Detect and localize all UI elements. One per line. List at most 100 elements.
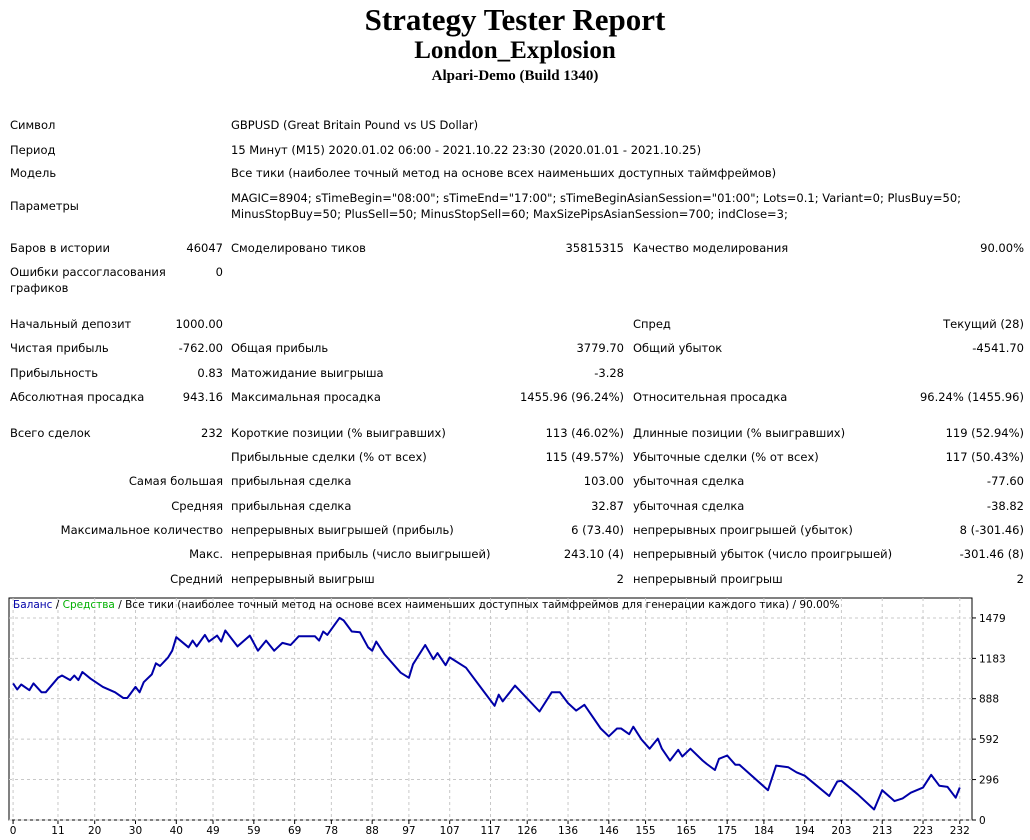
x-tick-label: 78 [325, 825, 338, 837]
row-label2: Смоделировано тиков [231, 241, 366, 255]
row-label: Модель [10, 166, 57, 180]
x-tick-label: 20 [88, 825, 101, 837]
row-label3: непрерывных проигрышей (убыток) [633, 523, 853, 537]
x-tick-label: 126 [517, 825, 537, 837]
row-value3: 119 (52.94%) [945, 426, 1024, 440]
row-label: Абсолютная просадка [10, 390, 145, 404]
row-label3: Убыточные сделки (% от всех) [633, 450, 819, 464]
row-label2: GBPUSD (Great Britain Pound vs US Dollar… [231, 118, 479, 132]
legend-model: / Все тики (наиболее точный метод на осн… [114, 599, 840, 611]
row-label3: Относительная просадка [633, 390, 788, 404]
x-tick-label: 175 [717, 825, 737, 837]
row-label: Начальный депозит [10, 317, 132, 331]
row-value2: 6 (73.40) [571, 523, 624, 537]
row-value2: 2 [616, 572, 624, 586]
row-label2: Общая прибыль [231, 341, 329, 355]
row-value: Средняя [171, 499, 223, 513]
row-value3: Текущий (28) [943, 317, 1024, 331]
x-tick-label: 69 [288, 825, 301, 837]
x-tick-label: 59 [247, 825, 260, 837]
row-value: -762.00 [178, 341, 223, 355]
row-label2: непрерывная прибыль (число выигрышей) [231, 547, 491, 561]
row-label3: Качество моделирования [633, 241, 789, 255]
expert-name: London_Explosion [414, 37, 616, 64]
row-value: 232 [201, 426, 223, 440]
row-value: 0 [215, 265, 223, 279]
row-label: Параметры [10, 199, 79, 213]
row-value3: 96.24% (1455.96) [919, 390, 1024, 404]
y-tick-label: 1183 [979, 653, 1006, 665]
y-tick-label: 1479 [979, 613, 1006, 625]
x-tick-label: 213 [872, 825, 892, 837]
row-value: Самая большая [128, 474, 223, 488]
balance-chart-svg: 0 11 20 30 40 49 59 69 78 88 97 107 117 126 136 146 155 1… [8, 597, 1006, 837]
row-value: 0.83 [197, 366, 223, 380]
row-label2: Максимальная просадка [231, 390, 381, 404]
row-label2: непрерывный выигрыш [231, 572, 375, 586]
balance-chart: 0 11 20 30 40 49 59 69 78 88 97 107 117 126 136 146 155 1… [7, 597, 1026, 837]
x-tick-label: 11 [51, 825, 64, 837]
row-label2: прибыльная сделка [231, 474, 352, 488]
x-tick-label: 107 [440, 825, 460, 837]
row-value2: 32.87 [591, 499, 624, 513]
row-label: Символ [10, 118, 56, 132]
row-label3: Общий убыток [633, 341, 723, 355]
row-value2: 243.10 (4) [563, 547, 624, 561]
y-tick-label: 0 [979, 815, 986, 827]
row-label2: 15 Минут (M15) 2020.01.02 06:00 - 2021.1… [231, 143, 702, 157]
row-label: Баров в истории [10, 241, 110, 255]
row-label2: Все тики (наиболее точный метод на основ… [231, 166, 777, 180]
x-tick-label: 30 [129, 825, 142, 837]
row-value: 1000.00 [175, 317, 223, 331]
x-tick-label: 223 [913, 825, 933, 837]
row-label3: непрерывный убыток (число проигрышей) [633, 547, 893, 561]
x-tick-label: 232 [950, 825, 970, 837]
row-label3: убыточная сделка [633, 499, 745, 513]
row-value3: -77.60 [986, 474, 1024, 488]
x-tick-label: 155 [636, 825, 656, 837]
row-label2: прибыльная сделка [231, 499, 352, 513]
x-tick-label: 40 [170, 825, 183, 837]
row-value2: 103.00 [583, 474, 624, 488]
x-tick-label: 0 [10, 825, 17, 837]
row-label3: Спред [633, 317, 671, 331]
x-tick-label: 136 [558, 825, 578, 837]
row-value2: 3779.70 [576, 341, 624, 355]
row-value3: 117 (50.43%) [945, 450, 1024, 464]
row-value2: 115 (49.57%) [545, 450, 624, 464]
legend-balance: Баланс [13, 599, 53, 611]
x-tick-label: 49 [206, 825, 219, 837]
row-value: Макс. [189, 547, 223, 561]
row-label2: MAGIC=8904; sTimeBegin="08:00"; sTimeEnd… [231, 191, 962, 221]
row-label2: Короткие позиции (% выигравших) [231, 426, 446, 440]
balance-line [12, 616, 961, 811]
row-value: Средний [170, 572, 223, 586]
y-tick-label: 296 [979, 775, 999, 787]
row-value3: -4541.70 [972, 341, 1024, 355]
row-value2: 35815315 [565, 241, 624, 255]
x-tick-label: 146 [599, 825, 619, 837]
chart-legend: Баланс / Средства / Все тики (наиболее т… [13, 599, 839, 611]
server-build: Alpari-Demo (Build 1340) [431, 68, 599, 84]
row-label2: Матожидание выигрыша [231, 366, 384, 380]
row-label: Всего сделок [10, 426, 91, 440]
row-label3: непрерывный проигрыш [633, 572, 783, 586]
x-tick-label: 117 [480, 825, 500, 837]
row-value: 46047 [186, 241, 223, 255]
row-value3: -38.82 [986, 499, 1024, 513]
row-value: Максимальное количество [60, 523, 223, 537]
row-value3: 2 [1016, 572, 1024, 586]
x-tick-label: 165 [676, 825, 696, 837]
x-tick-label: 88 [365, 825, 378, 837]
row-value3: 90.00% [980, 241, 1024, 255]
x-tick-label: 97 [402, 825, 415, 837]
row-label: Ошибки рассогласования графиков [10, 265, 166, 295]
row-value2: 1455.96 (96.24%) [519, 390, 624, 404]
row-label2: непрерывных выигрышей (прибыль) [231, 523, 454, 537]
row-value2: -3.28 [594, 366, 624, 380]
row-value3: 8 (-301.46) [959, 523, 1024, 537]
row-label: Чистая прибыль [10, 341, 109, 355]
row-label2: Прибыльные сделки (% от всех) [231, 450, 427, 464]
row-value3: -301.46 (8) [959, 547, 1024, 561]
y-tick-label: 592 [979, 734, 999, 746]
